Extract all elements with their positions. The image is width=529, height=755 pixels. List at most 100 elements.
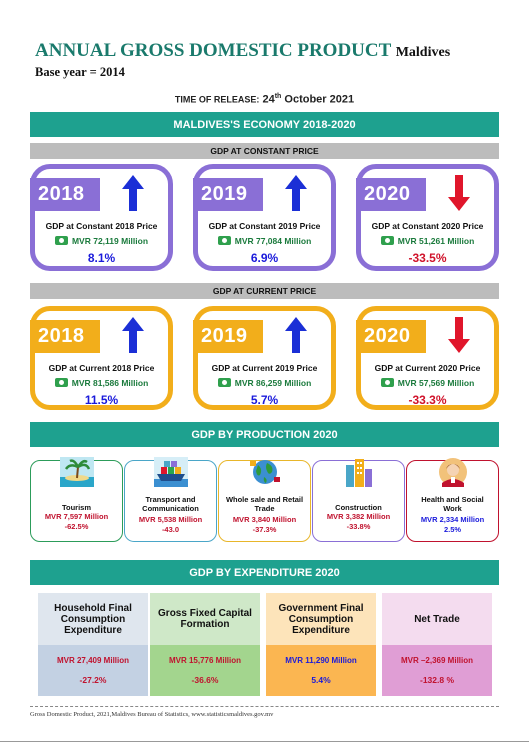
sector-name: Construction <box>335 503 382 512</box>
expenditure-growth: -132.8 % <box>419 675 455 685</box>
expenditure-card: Gross Fixed Capital Formation MVR 15,776 … <box>150 593 260 696</box>
gdp-value: MVR 72,119 Million <box>35 236 168 246</box>
gdp-label: GDP at Constant 2019 Price <box>208 221 321 231</box>
expenditure-value: MVR –2,369 Million <box>400 656 474 665</box>
title-text: ANNUAL GROSS DOMESTIC PRODUCT <box>35 40 391 61</box>
money-icon <box>217 378 231 387</box>
expenditure-heading: Net Trade <box>382 593 492 645</box>
year-label: 2020 <box>356 320 426 353</box>
year-label: 2018 <box>30 178 100 211</box>
year-label: 2019 <box>193 320 263 353</box>
sector-value: MVR 3,840 Million <box>232 515 297 524</box>
island-icon <box>59 457 94 487</box>
current-price-banner: GDP AT CURRENT PRICE <box>30 283 499 299</box>
sector-growth: -37.3% <box>252 525 277 534</box>
year-label: 2020 <box>356 178 426 211</box>
arrow-down-icon <box>448 317 470 353</box>
expenditure-banner: GDP BY EXPENDITURE 2020 <box>30 560 499 585</box>
release-date: TIME OF RELEASE: 24th October 2021 <box>0 93 529 106</box>
gdp-card-constant-2018: 2018 GDP at Constant 2018 Price MVR 72,119… <box>30 164 173 271</box>
gdp-label: GDP at Current 2019 Price <box>211 363 318 373</box>
ship-icon <box>153 457 188 487</box>
release-day: 24 <box>262 93 275 106</box>
growth-rate: 6.9% <box>250 251 279 265</box>
money-icon <box>54 236 68 245</box>
expenditure-heading: Government Final Consumption Expenditure <box>266 593 376 645</box>
arrow-up-icon <box>122 317 144 353</box>
gdp-value-text: MVR 72,119 Million <box>71 236 149 246</box>
arrow-up-icon <box>122 175 144 211</box>
gdp-value-text: MVR 81,586 Million <box>71 378 149 388</box>
production-sector-card: Whole sale and Retail Trade MVR 3,840 Mil… <box>218 460 311 542</box>
year-label: 2019 <box>193 178 263 211</box>
gdp-value-text: MVR 77,084 Million <box>234 236 312 246</box>
gdp-card-constant-2020: 2020 GDP at Constant 2020 Price MVR 51,261… <box>356 164 499 271</box>
gdp-value: MVR 86,259 Million <box>198 378 331 388</box>
gdp-label: GDP at Constant 2020 Price <box>371 221 484 231</box>
gdp-label: GDP at Current 2020 Price <box>374 363 481 373</box>
money-icon <box>217 236 231 245</box>
sector-value: MVR 2,334 Million <box>420 515 485 524</box>
gdp-value: MVR 77,084 Million <box>198 236 331 246</box>
base-year: Base year = 2014 <box>35 65 125 79</box>
sector-growth: -43.0 <box>161 525 180 534</box>
gdp-card-current-2018: 2018 GDP at Current 2018 Price MVR 81,586 … <box>30 306 173 410</box>
arrow-down-icon <box>448 175 470 211</box>
expenditure-card: Government Final Consumption Expenditure… <box>266 593 376 696</box>
growth-rate: 5.7% <box>250 393 279 407</box>
gdp-card-current-2019: 2019 GDP at Current 2019 Price MVR 86,259 … <box>193 306 336 410</box>
production-sector-card: Construction MVR 3,382 Million -33.8% <box>312 457 405 542</box>
money-icon <box>380 236 394 245</box>
production-sector-card: Health and Social Work MVR 2,334 Million 2… <box>406 457 499 542</box>
sector-name: Tourism <box>61 503 92 512</box>
economy-banner: MALDIVES'S ECONOMY 2018-2020 <box>30 112 499 137</box>
sector-name: Transport and Communication <box>142 495 199 513</box>
growth-rate: -33.3% <box>408 393 447 407</box>
expenditure-growth: -27.2% <box>79 675 107 685</box>
footer-divider <box>30 706 499 707</box>
gdp-card-constant-2019: 2019 GDP at Constant 2019 Price MVR 77,084… <box>193 164 336 271</box>
expenditure-heading: Household Final Consumption Expenditure <box>38 593 148 645</box>
footer-source: Gross Domestic Product, 2021,Maldives Bu… <box>30 711 274 718</box>
building-icon <box>342 457 376 487</box>
sector-value: MVR 7,597 Million <box>44 512 109 521</box>
sector-growth: -33.8% <box>346 522 371 531</box>
sector-value: MVR 3,382 Million <box>326 512 391 521</box>
sector-name: Whole sale and Retail Trade <box>225 495 304 513</box>
sector-name: Health and Social Work <box>421 495 484 513</box>
arrow-up-icon <box>285 175 307 211</box>
sector-value: MVR 5,538 Million <box>138 515 203 524</box>
gdp-card-current-2020: 2020 GDP at Current 2020 Price MVR 57,569 … <box>356 306 499 410</box>
growth-rate: -33.5% <box>408 251 447 265</box>
gdp-value-text: MVR 86,259 Million <box>234 378 312 388</box>
expenditure-heading: Gross Fixed Capital Formation <box>150 593 260 645</box>
gdp-label: GDP at Constant 2018 Price <box>45 221 158 231</box>
gdp-value-text: MVR 51,261 Million <box>397 236 475 246</box>
country-name: Maldives <box>395 45 451 60</box>
growth-rate: 8.1% <box>87 251 116 265</box>
sector-growth: -62.5% <box>64 522 89 531</box>
expenditure-growth: -36.6% <box>191 675 219 685</box>
constant-price-banner: GDP AT CONSTANT PRICE <box>30 143 499 159</box>
expenditure-value: MVR 15,776 Million <box>168 656 242 665</box>
page-bottom-line <box>0 741 529 742</box>
production-banner: GDP BY PRODUCTION 2020 <box>30 422 499 447</box>
gdp-label: GDP at Current 2018 Price <box>48 363 155 373</box>
year-label: 2018 <box>30 320 100 353</box>
expenditure-card: Net Trade MVR –2,369 Million -132.8 % <box>382 593 492 696</box>
expenditure-growth: 5.4% <box>311 675 331 685</box>
sector-growth: 2.5% <box>443 525 462 534</box>
money-icon <box>54 378 68 387</box>
expenditure-value: MVR 11,290 Million <box>285 656 357 665</box>
money-icon <box>380 378 394 387</box>
production-sector-card: Tourism MVR 7,597 Million -62.5% <box>30 457 123 542</box>
expenditure-card: Household Final Consumption Expenditure M… <box>38 593 148 696</box>
globe-icon <box>248 457 282 487</box>
page-title: ANNUAL GROSS DOMESTIC PRODUCT Maldives <box>35 40 450 62</box>
expenditure-value: MVR 27,409 Million <box>56 656 130 665</box>
gdp-value: MVR 51,261 Million <box>361 236 494 246</box>
release-month-year: October 2021 <box>284 93 355 106</box>
gdp-value-text: MVR 57,569 Million <box>397 378 475 388</box>
gdp-value: MVR 81,586 Million <box>35 378 168 388</box>
doctor-icon <box>436 457 470 487</box>
